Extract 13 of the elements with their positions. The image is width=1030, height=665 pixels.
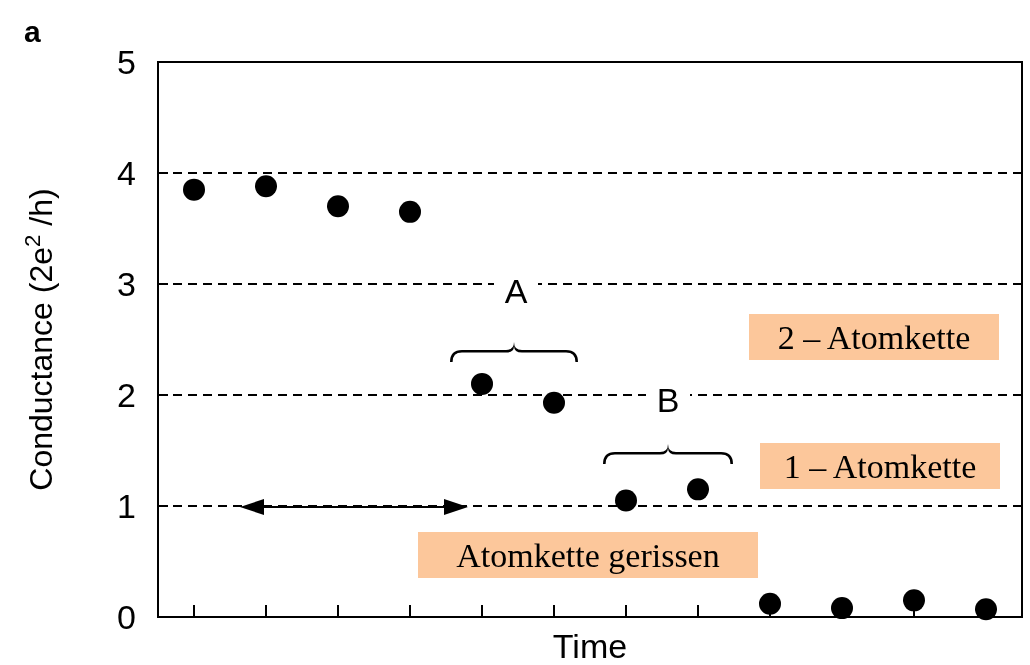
annotation: 1 – Atomkette bbox=[783, 448, 977, 485]
annotation: B bbox=[656, 381, 680, 419]
y-tick-label: 0 bbox=[117, 598, 136, 636]
annotation: A bbox=[504, 272, 528, 310]
chart-title: a bbox=[24, 15, 41, 48]
y-tick-label: 3 bbox=[117, 265, 136, 303]
annotation: 2 – Atomkette bbox=[777, 319, 971, 356]
y-tick-label: 5 bbox=[117, 43, 136, 81]
y-tick-label: 2 bbox=[117, 376, 136, 414]
x-axis-title: Time bbox=[552, 627, 628, 665]
annotation: Atomkette gerissen bbox=[456, 537, 720, 574]
y-tick-label: 1 bbox=[117, 487, 136, 525]
y-tick-label: 4 bbox=[117, 154, 136, 192]
